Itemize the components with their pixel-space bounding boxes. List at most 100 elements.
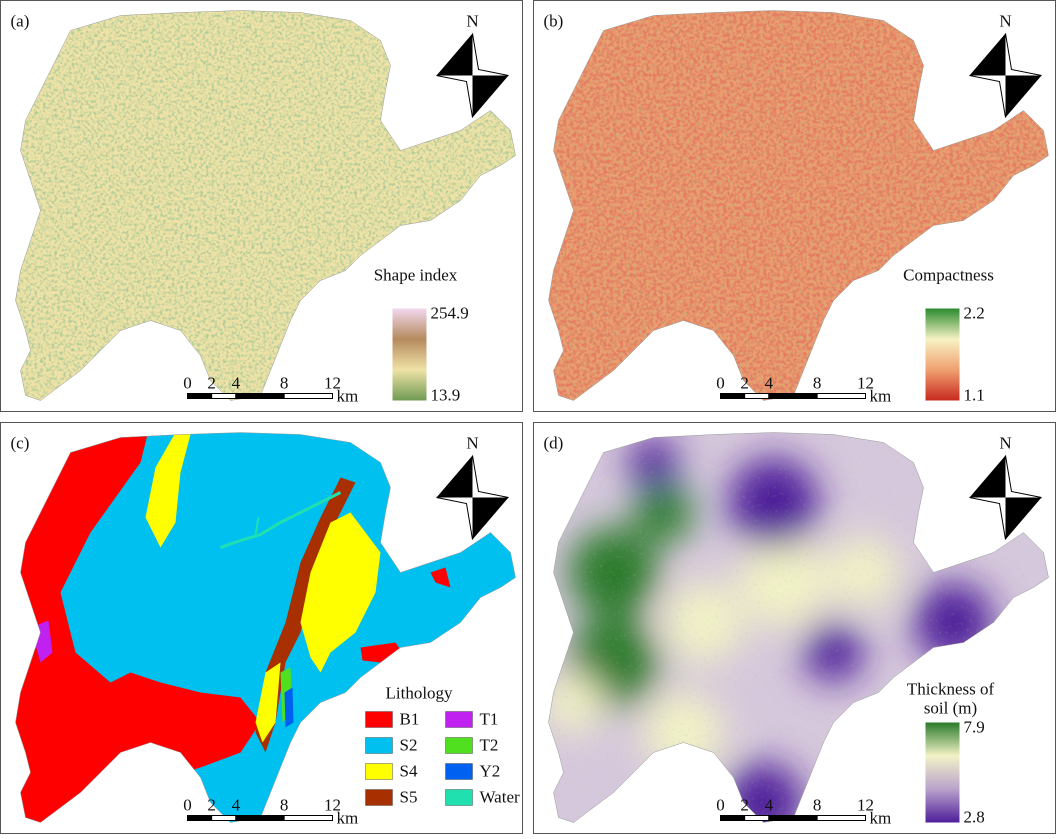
north-label: N: [466, 11, 478, 30]
legend-min: 2.8: [964, 807, 985, 826]
legend-min: 13.9: [431, 385, 461, 404]
scale-tick-label: 4: [765, 373, 774, 392]
legend-ramp: [925, 308, 960, 401]
legend-label: Water: [480, 787, 520, 806]
legend-label: Y2: [480, 761, 501, 780]
unit-area: [145, 432, 191, 548]
scale-segment: [211, 393, 237, 399]
legend-min: 1.1: [964, 385, 985, 404]
river: [220, 491, 342, 549]
scale-segment: [187, 393, 213, 399]
legend-title: soil (m): [924, 698, 977, 717]
scale-segment: [211, 815, 237, 821]
scale-tick-label: 8: [813, 373, 822, 392]
legend-max: 2.2: [964, 303, 985, 322]
compass: [436, 33, 509, 118]
scale-tick-label: 12: [324, 373, 341, 392]
legend-swatch: [365, 737, 393, 754]
legend-max: 7.9: [964, 717, 985, 736]
panel-label: (d): [544, 433, 564, 452]
legend-label: S4: [400, 761, 418, 780]
scale-segment: [768, 393, 818, 399]
panel-label: (c): [11, 433, 30, 452]
legend-max: 254.9: [431, 303, 469, 322]
north-label: N: [999, 433, 1011, 452]
scale-segment: [283, 393, 333, 399]
scale-tick-label: 0: [183, 373, 192, 392]
legend-label: S2: [400, 735, 418, 754]
legend-label: T2: [480, 735, 499, 754]
legend-ramp: [925, 722, 960, 823]
scale-tick-label: 2: [207, 795, 216, 814]
compass: [969, 33, 1042, 118]
legend-swatch: [445, 711, 473, 728]
scale-segment: [720, 815, 746, 821]
legend-title: Lithology: [386, 683, 454, 702]
scale-segment: [744, 815, 770, 821]
legend-swatch: [365, 789, 393, 806]
scale-segment: [187, 815, 213, 821]
scale-segment: [235, 815, 285, 821]
scale-tick-label: 2: [740, 795, 749, 814]
scale-tick-label: 0: [716, 795, 725, 814]
scale-unit: km: [337, 386, 359, 405]
unit-area: [430, 567, 451, 588]
scale-tick-label: 8: [813, 795, 822, 814]
legend-title: Shape index: [374, 265, 458, 284]
scale-tick-label: 2: [207, 373, 216, 392]
north-label: N: [466, 433, 478, 452]
scale-segment: [744, 393, 770, 399]
legend-title: Thickness of: [907, 679, 995, 698]
legend-swatch: [365, 711, 393, 728]
scale-tick-label: 12: [857, 373, 874, 392]
scale-tick-label: 4: [765, 795, 774, 814]
legend-swatch: [445, 737, 473, 754]
legend-label: B1: [400, 709, 420, 728]
unit-area: [300, 512, 381, 673]
unit-area: [255, 477, 356, 753]
scale-segment: [768, 815, 818, 821]
scale-tick-label: 2: [740, 373, 749, 392]
scale-segment: [235, 393, 285, 399]
map-outline: [15, 432, 516, 823]
scale-tick-label: 4: [232, 795, 241, 814]
unit-area: [255, 662, 281, 743]
map-outline: [15, 10, 516, 401]
map-outline: [548, 10, 1049, 401]
scale-unit: km: [870, 808, 892, 827]
scale-segment: [816, 815, 866, 821]
north-label: N: [999, 11, 1011, 30]
legend-label: S5: [400, 787, 418, 806]
scale-tick-label: 0: [183, 795, 192, 814]
scale-tick-label: 8: [280, 373, 289, 392]
scale-segment: [816, 393, 866, 399]
scale-tick-label: 4: [232, 373, 241, 392]
scale-segment: [283, 815, 333, 821]
panel-label: (a): [11, 11, 30, 30]
compass: [969, 455, 1042, 540]
panel-label: (b): [544, 11, 564, 30]
unit-area: [284, 687, 294, 728]
scale-unit: km: [870, 386, 892, 405]
legend-swatch: [365, 763, 393, 780]
scale-unit: km: [337, 808, 359, 827]
scale-tick-label: 0: [716, 373, 725, 392]
scale-tick-label: 12: [857, 795, 874, 814]
legend-label: T1: [480, 709, 499, 728]
unit-area: [15, 432, 261, 823]
scale-segment: [720, 393, 746, 399]
legend-swatch: [445, 763, 473, 780]
legend-title: Compactness: [903, 265, 994, 284]
scale-tick-label: 8: [280, 795, 289, 814]
legend-ramp: [392, 308, 427, 401]
map-outline: [548, 432, 1049, 823]
scale-tick-label: 12: [324, 795, 341, 814]
compass: [436, 455, 509, 540]
legend-swatch: [445, 789, 473, 806]
river: [254, 517, 260, 535]
